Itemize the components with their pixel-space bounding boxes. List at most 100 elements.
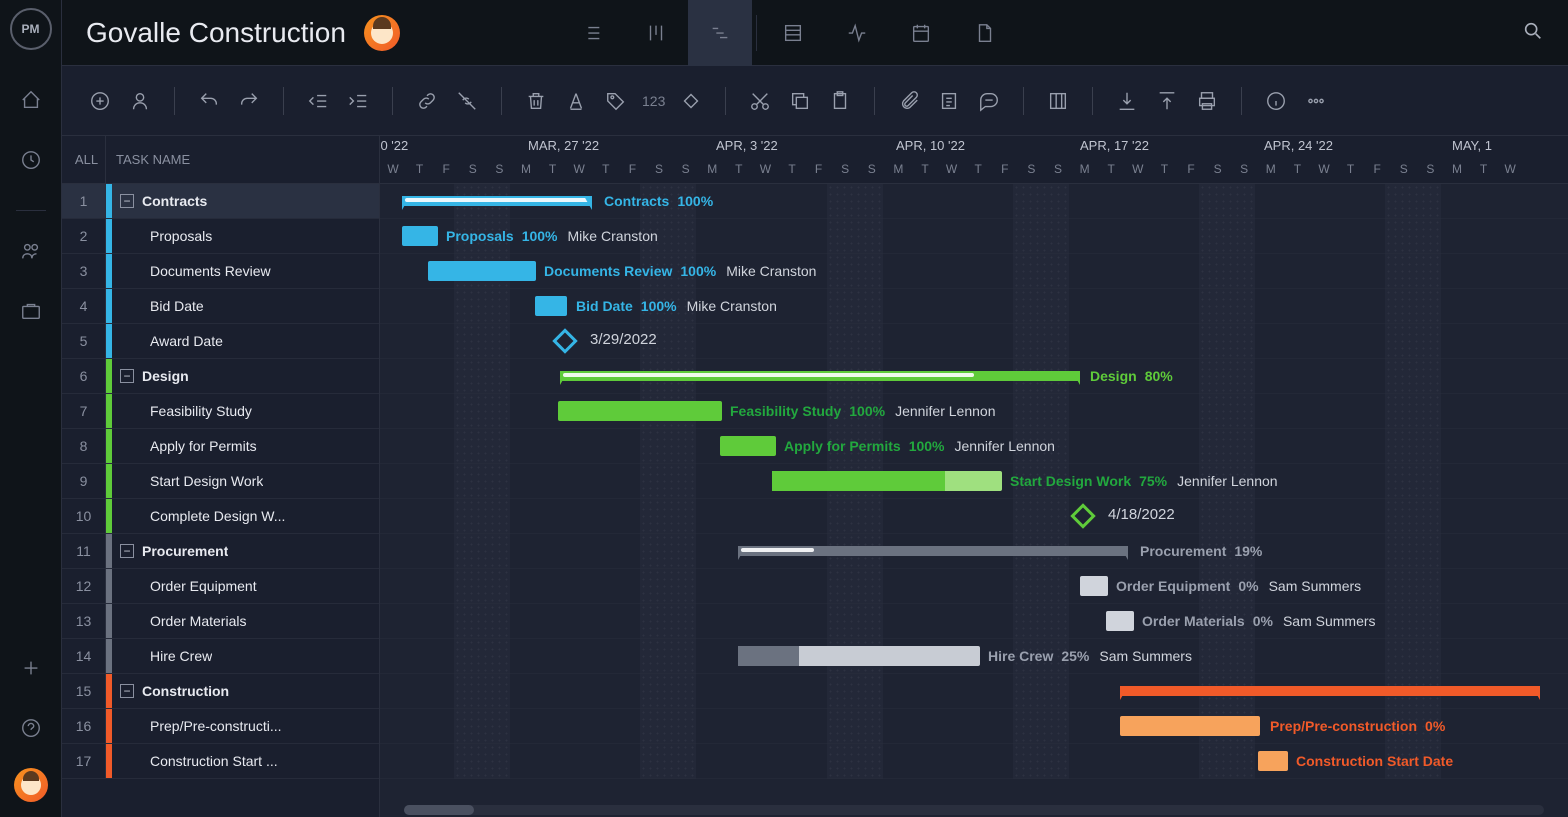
tb-columns-icon[interactable] [1044,87,1072,115]
tb-unlink-icon[interactable] [453,87,481,115]
gantt-row[interactable]: Procurement19% [380,534,1568,569]
tb-paste-icon[interactable] [826,87,854,115]
task-row[interactable]: 9Start Design Work [62,464,379,499]
gantt-row[interactable]: Order Equipment0%Sam Summers [380,569,1568,604]
view-gantt-icon[interactable] [688,0,752,66]
summary-bar[interactable] [402,196,592,206]
task-bar[interactable] [1106,611,1134,631]
tb-redo-icon[interactable] [235,87,263,115]
gantt-row[interactable] [380,674,1568,709]
tb-indent-icon[interactable] [344,87,372,115]
gantt-row[interactable]: Documents Review100%Mike Cranston [380,254,1568,289]
collapse-toggle-icon[interactable]: − [120,684,134,698]
gantt-row[interactable]: Start Design Work75%Jennifer Lennon [380,464,1568,499]
nav-team-icon[interactable] [11,231,51,271]
gantt-row[interactable]: 4/18/2022 [380,499,1568,534]
nav-portfolio-icon[interactable] [11,291,51,331]
collapse-toggle-icon[interactable]: − [120,369,134,383]
gantt-row[interactable]: Construction Start Date [380,744,1568,779]
app-logo[interactable]: PM [10,8,52,50]
task-bar[interactable] [558,401,722,421]
task-bar[interactable] [720,436,776,456]
task-bar[interactable] [738,646,980,666]
gantt-row[interactable]: Design80% [380,359,1568,394]
task-row[interactable]: 4Bid Date [62,289,379,324]
summary-bar[interactable] [1120,686,1540,696]
task-row[interactable]: 8Apply for Permits [62,429,379,464]
tb-milestone-icon[interactable] [677,87,705,115]
task-row[interactable]: 10Complete Design W... [62,499,379,534]
collapse-toggle-icon[interactable]: − [120,194,134,208]
gantt-row[interactable]: Bid Date100%Mike Cranston [380,289,1568,324]
tb-link-icon[interactable] [413,87,441,115]
view-file-icon[interactable] [953,0,1017,66]
nav-recent-icon[interactable] [11,140,51,180]
task-row[interactable]: 11−Procurement [62,534,379,569]
gantt-row[interactable]: Hire Crew25%Sam Summers [380,639,1568,674]
gantt-row[interactable]: Proposals100%Mike Cranston [380,219,1568,254]
task-bar[interactable] [402,226,438,246]
tb-outdent-icon[interactable] [304,87,332,115]
horizontal-scrollbar[interactable] [404,805,1544,815]
milestone-diamond[interactable] [552,328,577,353]
view-sheet-icon[interactable] [761,0,825,66]
gantt-row[interactable]: Order Materials0%Sam Summers [380,604,1568,639]
tb-attach-icon[interactable] [895,87,923,115]
task-bar[interactable] [428,261,536,281]
task-row[interactable]: 12Order Equipment [62,569,379,604]
tb-text-icon[interactable] [562,87,590,115]
task-row[interactable]: 2Proposals [62,219,379,254]
summary-bar[interactable] [738,546,1128,556]
task-row[interactable]: 7Feasibility Study [62,394,379,429]
task-bar[interactable] [535,296,567,316]
task-row[interactable]: 17Construction Start ... [62,744,379,779]
tb-more-icon[interactable] [1302,87,1330,115]
nav-help-icon[interactable] [11,708,51,748]
gantt-row[interactable]: Apply for Permits100%Jennifer Lennon [380,429,1568,464]
tb-comment-icon[interactable] [975,87,1003,115]
view-activity-icon[interactable] [825,0,889,66]
task-bar[interactable] [1120,716,1260,736]
project-owner-avatar[interactable] [364,15,400,51]
tb-undo-icon[interactable] [195,87,223,115]
view-board-icon[interactable] [624,0,688,66]
tb-info-icon[interactable] [1262,87,1290,115]
scrollbar-thumb[interactable] [404,805,474,815]
tb-add-icon[interactable] [86,87,114,115]
tb-tag-icon[interactable] [602,87,630,115]
task-bar[interactable] [772,471,1002,491]
tb-import-icon[interactable] [1113,87,1141,115]
col-header-all[interactable]: ALL [62,136,106,183]
nav-home-icon[interactable] [11,80,51,120]
milestone-diamond[interactable] [1070,503,1095,528]
summary-bar[interactable] [560,371,1080,381]
task-row[interactable]: 13Order Materials [62,604,379,639]
tb-assign-icon[interactable] [126,87,154,115]
task-bar[interactable] [1080,576,1108,596]
tb-notes-icon[interactable] [935,87,963,115]
collapse-toggle-icon[interactable]: − [120,544,134,558]
task-row[interactable]: 3Documents Review [62,254,379,289]
tb-trash-icon[interactable] [522,87,550,115]
tb-cut-icon[interactable] [746,87,774,115]
task-row[interactable]: 15−Construction [62,674,379,709]
task-bar[interactable] [1258,751,1288,771]
tb-export-icon[interactable] [1153,87,1181,115]
task-row[interactable]: 16Prep/Pre-constructi... [62,709,379,744]
view-list-icon[interactable] [560,0,624,66]
gantt-row[interactable]: Contracts100% [380,184,1568,219]
col-header-name[interactable]: TASK NAME [106,136,379,183]
task-row[interactable]: 14Hire Crew [62,639,379,674]
gantt-body[interactable]: Contracts100%Proposals100%Mike CranstonD… [380,184,1568,779]
tb-copy-icon[interactable] [786,87,814,115]
user-avatar[interactable] [14,768,48,802]
gantt-row[interactable]: Feasibility Study100%Jennifer Lennon [380,394,1568,429]
nav-add-icon[interactable] [11,648,51,688]
gantt-row[interactable]: 3/29/2022 [380,324,1568,359]
task-row[interactable]: 5Award Date [62,324,379,359]
task-row[interactable]: 6−Design [62,359,379,394]
tb-print-icon[interactable] [1193,87,1221,115]
view-calendar-icon[interactable] [889,0,953,66]
gantt-row[interactable]: Prep/Pre-construction0% [380,709,1568,744]
task-row[interactable]: 1−Contracts [62,184,379,219]
